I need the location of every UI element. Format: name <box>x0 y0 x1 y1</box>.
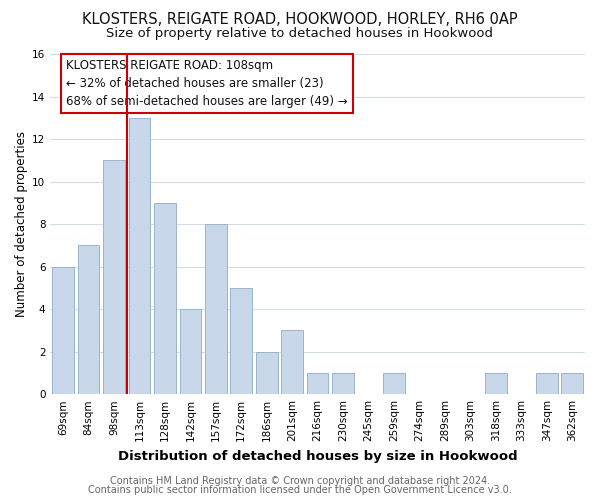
Bar <box>307 373 328 394</box>
Bar <box>383 373 405 394</box>
Bar <box>485 373 507 394</box>
X-axis label: Distribution of detached houses by size in Hookwood: Distribution of detached houses by size … <box>118 450 517 462</box>
Bar <box>205 224 227 394</box>
Bar <box>103 160 125 394</box>
Bar <box>179 309 201 394</box>
Y-axis label: Number of detached properties: Number of detached properties <box>15 131 28 317</box>
Text: Contains HM Land Registry data © Crown copyright and database right 2024.: Contains HM Land Registry data © Crown c… <box>110 476 490 486</box>
Text: KLOSTERS, REIGATE ROAD, HOOKWOOD, HORLEY, RH6 0AP: KLOSTERS, REIGATE ROAD, HOOKWOOD, HORLEY… <box>82 12 518 28</box>
Bar <box>52 266 74 394</box>
Bar <box>281 330 303 394</box>
Bar <box>332 373 354 394</box>
Bar <box>536 373 557 394</box>
Bar <box>256 352 278 394</box>
Bar <box>128 118 150 394</box>
Bar <box>77 246 99 394</box>
Bar <box>562 373 583 394</box>
Text: KLOSTERS REIGATE ROAD: 108sqm
← 32% of detached houses are smaller (23)
68% of s: KLOSTERS REIGATE ROAD: 108sqm ← 32% of d… <box>67 59 348 108</box>
Bar <box>230 288 252 394</box>
Text: Contains public sector information licensed under the Open Government Licence v3: Contains public sector information licen… <box>88 485 512 495</box>
Text: Size of property relative to detached houses in Hookwood: Size of property relative to detached ho… <box>107 28 493 40</box>
Bar <box>154 203 176 394</box>
